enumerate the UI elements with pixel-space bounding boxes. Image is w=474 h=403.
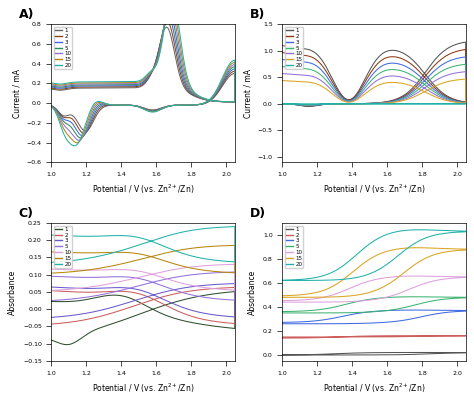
Legend: 1, 2, 3, 5, 10, 15, 20: 1, 2, 3, 5, 10, 15, 20 [285, 27, 303, 69]
Text: D): D) [249, 207, 265, 220]
Text: B): B) [249, 8, 265, 21]
Text: A): A) [18, 8, 34, 21]
X-axis label: Potential / V (vs. Zn$^{2+}$/Zn): Potential / V (vs. Zn$^{2+}$/Zn) [323, 381, 425, 395]
Legend: 1, 2, 3, 5, 10, 15, 20: 1, 2, 3, 5, 10, 15, 20 [54, 27, 73, 69]
Y-axis label: Absorbance: Absorbance [248, 269, 257, 315]
X-axis label: Potential / V (vs. Zn$^{2+}$/Zn): Potential / V (vs. Zn$^{2+}$/Zn) [92, 381, 194, 395]
Y-axis label: Current / mA: Current / mA [243, 69, 252, 118]
X-axis label: Potential / V (vs. Zn$^{2+}$/Zn): Potential / V (vs. Zn$^{2+}$/Zn) [323, 183, 425, 196]
Legend: 1, 2, 3, 5, 10, 15, 20: 1, 2, 3, 5, 10, 15, 20 [285, 226, 303, 268]
Text: C): C) [18, 207, 34, 220]
X-axis label: Potential / V (vs. Zn$^{2+}$/Zn): Potential / V (vs. Zn$^{2+}$/Zn) [92, 183, 194, 196]
Y-axis label: Current / mA: Current / mA [12, 69, 21, 118]
Legend: 1, 2, 3, 5, 10, 15, 20: 1, 2, 3, 5, 10, 15, 20 [54, 226, 73, 268]
Y-axis label: Absorbance: Absorbance [9, 269, 18, 315]
